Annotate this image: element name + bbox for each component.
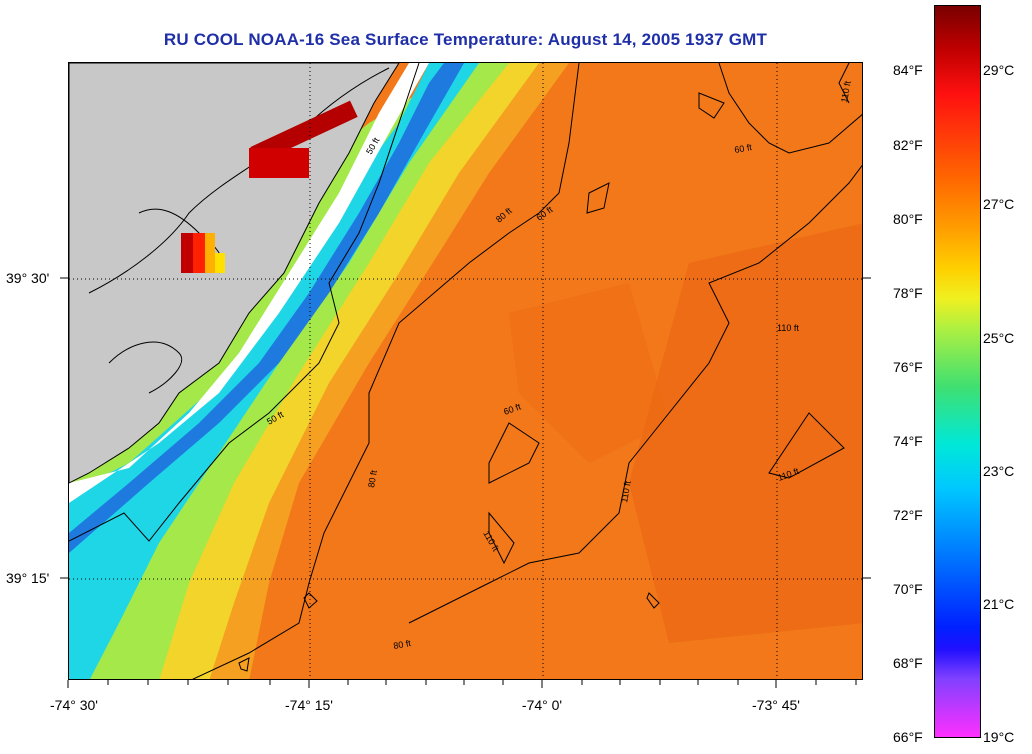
fahrenheit-label: 74°F [893, 433, 923, 449]
latitude-label: 39° 15' [6, 570, 50, 586]
longitude-label: -74° 15' [285, 697, 333, 713]
land [69, 63, 400, 484]
celsius-label: 27°C [983, 196, 1015, 212]
hot-pixels [250, 100, 358, 164]
inlet-outline [108, 341, 183, 394]
fahrenheit-label: 80°F [893, 211, 923, 227]
fahrenheit-label: 76°F [893, 359, 923, 375]
hot-pixels [193, 233, 205, 273]
map-title: RU COOL NOAA-16 Sea Surface Temperature:… [163, 30, 768, 49]
coastline [88, 67, 390, 294]
contour-label: 110 ft [619, 480, 633, 504]
latitude-label: 39° 30' [6, 270, 50, 286]
green-band [69, 63, 509, 679]
celsius-label: 23°C [983, 463, 1015, 479]
contour-label: 80 ft [366, 469, 379, 488]
sst-map[interactable]: 50 ft 50 ft 60 ft 60 ft 60 ft 80 ft 80 f… [68, 62, 863, 680]
celsius-label: 25°C [983, 330, 1015, 346]
warm-patch [629, 223, 862, 643]
longitude-label: -74° 30' [50, 697, 98, 713]
sst-map-svg: 50 ft 50 ft 60 ft 60 ft 60 ft 80 ft 80 f… [69, 63, 862, 679]
contour-label: 110 ft [839, 80, 853, 104]
unclassified-strip [69, 63, 429, 503]
contour-label: 110 ft [777, 323, 799, 333]
warm-patch [509, 283, 669, 463]
contour-label: 60 ft [734, 142, 753, 155]
fahrenheit-label: 82°F [893, 137, 923, 153]
contour-label: 80 ft [393, 638, 412, 651]
celsius-label: 19°C [983, 729, 1015, 745]
hot-pixels [181, 233, 193, 273]
hot-pixels [205, 233, 215, 273]
blue-nearshore [69, 63, 464, 553]
fahrenheit-label: 66°F [893, 729, 923, 745]
hot-pixels [215, 253, 225, 273]
hot-pixels [249, 148, 309, 178]
temperature-colorbar [934, 5, 981, 738]
celsius-label: 29°C [983, 62, 1015, 78]
longitude-label: -74° 0' [521, 697, 563, 713]
longitude-label: -73° 45' [752, 697, 800, 713]
fahrenheit-label: 68°F [893, 655, 923, 671]
bathymetry-contours [69, 63, 862, 679]
fahrenheit-label: 70°F [893, 581, 923, 597]
fahrenheit-label: 84°F [893, 62, 923, 78]
celsius-label: 21°C [983, 596, 1015, 612]
fahrenheit-label: 72°F [893, 507, 923, 523]
fahrenheit-label: 78°F [893, 285, 923, 301]
